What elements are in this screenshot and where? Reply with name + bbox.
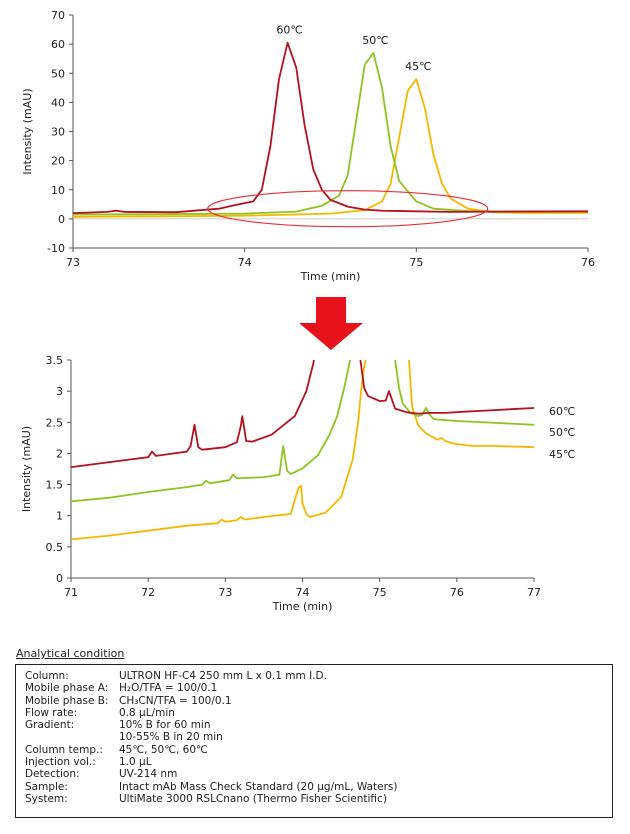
y-tick-label: 50 xyxy=(51,67,65,80)
condition-label: Mobile phase B: xyxy=(25,694,109,707)
condition-value: 45℃, 50℃, 60℃ xyxy=(119,743,208,756)
legend-label: 50℃ xyxy=(549,426,575,439)
condition-row: 10-55% B in 20 min xyxy=(25,731,612,743)
y-axis-title: Intensity (mAU) xyxy=(20,426,33,512)
y-tick-label: 20 xyxy=(51,155,65,168)
condition-label: Gradient: xyxy=(25,719,75,732)
condition-label: Flow rate: xyxy=(25,706,78,719)
condition-value: CH₃CN/TFA = 100/0.1 xyxy=(119,694,232,707)
condition-value: H₂O/TFA = 100/0.1 xyxy=(119,682,218,695)
x-tick-label: 77 xyxy=(527,586,541,599)
x-axis-title: Time (min) xyxy=(272,600,333,613)
x-tick-label: 73 xyxy=(218,586,232,599)
condition-row: Detection: UV-214 nm xyxy=(25,768,612,780)
series-line-60c xyxy=(72,41,589,214)
y-tick-label: 70 xyxy=(51,9,65,22)
y-tick-label: 30 xyxy=(51,126,65,139)
x-tick-label: 74 xyxy=(238,256,252,269)
condition-label: Injection vol.: xyxy=(25,756,96,769)
condition-label: Sample: xyxy=(25,780,68,793)
condition-row: Mobile phase B: CH₃CN/TFA = 100/0.1 xyxy=(25,695,612,707)
condition-value: 10% B for 60 min xyxy=(119,719,211,732)
y-tick-label: 1 xyxy=(56,510,63,523)
condition-label: Mobile phase A: xyxy=(25,682,109,695)
condition-label xyxy=(25,731,119,743)
x-tick-label: 72 xyxy=(141,586,155,599)
condition-value: UltiMate 3000 RSLCnano (Thermo Fisher Sc… xyxy=(119,792,387,805)
condition-row: Column temp.: 45℃, 50℃, 60℃ xyxy=(25,744,612,756)
condition-value: 0.8 μL/min xyxy=(119,706,175,719)
highlight-ellipse xyxy=(207,190,489,228)
condition-value: ULTRON HF-C4 250 mm L x 0.1 mm I.D. xyxy=(119,670,327,682)
condition-value: Intact mAb Mass Check Standard (20 μg/mL… xyxy=(119,780,398,793)
y-tick-label: 0 xyxy=(58,213,65,226)
peak-label: 60℃ xyxy=(276,24,302,37)
condition-value: UV-214 nm xyxy=(119,768,178,781)
condition-row: Column: ULTRON HF-C4 250 mm L x 0.1 mm I.… xyxy=(25,670,612,682)
peak-label: 50℃ xyxy=(362,34,388,47)
series-line-60c xyxy=(359,360,534,415)
peak-label: 45℃ xyxy=(405,60,431,73)
y-tick-label: 10 xyxy=(51,184,65,197)
legend-label: 45℃ xyxy=(549,448,575,461)
series-line-45c xyxy=(71,360,367,541)
condition-row: Injection vol.: 1.0 μL xyxy=(25,756,612,768)
condition-label: Column temp.: xyxy=(25,743,103,756)
series-line-60c xyxy=(71,360,315,468)
y-tick-label: 2.5 xyxy=(46,416,64,429)
y-tick-label: -10 xyxy=(47,242,65,255)
series-line-50c xyxy=(71,360,352,503)
condition-row: Mobile phase A: H₂O/TFA = 100/0.1 xyxy=(25,682,612,694)
x-tick-label: 74 xyxy=(296,586,310,599)
condition-value: 10-55% B in 20 min xyxy=(119,731,223,744)
y-tick-label: 1.5 xyxy=(46,479,64,492)
analytical-condition-box: Column: ULTRON HF-C4 250 mm L x 0.1 mm I.… xyxy=(15,664,613,818)
down-arrow-icon xyxy=(299,297,363,350)
y-tick-label: 60 xyxy=(51,38,65,51)
y-tick-label: 40 xyxy=(51,96,65,109)
condition-label: Column: xyxy=(25,670,69,682)
condition-label: Detection: xyxy=(25,768,80,781)
x-tick-label: 75 xyxy=(373,586,387,599)
x-axis-title: Time (min) xyxy=(300,270,361,283)
y-tick-label: 3.5 xyxy=(46,354,64,367)
y-tick-label: 0.5 xyxy=(46,541,64,554)
condition-row: Sample: Intact mAb Mass Check Standard (2… xyxy=(25,781,612,793)
condition-row: Gradient: 10% B for 60 min xyxy=(25,719,612,731)
y-tick-label: 2 xyxy=(56,447,63,460)
legend-label: 60℃ xyxy=(549,405,575,418)
series-line-45c xyxy=(72,78,588,218)
x-tick-label: 76 xyxy=(450,586,464,599)
x-tick-label: 75 xyxy=(409,256,423,269)
condition-value: 1.0 μL xyxy=(119,756,152,769)
condition-row: Flow rate: 0.8 μL/min xyxy=(25,707,612,719)
condition-row: System: UltiMate 3000 RSLCnano (Thermo Fi… xyxy=(25,793,612,805)
x-tick-label: 71 xyxy=(64,586,78,599)
x-tick-label: 73 xyxy=(66,256,80,269)
y-tick-label: 3 xyxy=(56,385,63,398)
y-axis-title: Intensity (mAU) xyxy=(21,88,34,174)
x-tick-label: 76 xyxy=(581,256,595,269)
analytical-condition-title: Analytical condition xyxy=(16,647,125,660)
series-line-50c xyxy=(394,360,534,426)
series-line-50c xyxy=(72,52,588,216)
series-line-45c xyxy=(408,360,534,449)
y-tick-label: 0 xyxy=(56,572,63,585)
condition-label: System: xyxy=(25,792,68,805)
